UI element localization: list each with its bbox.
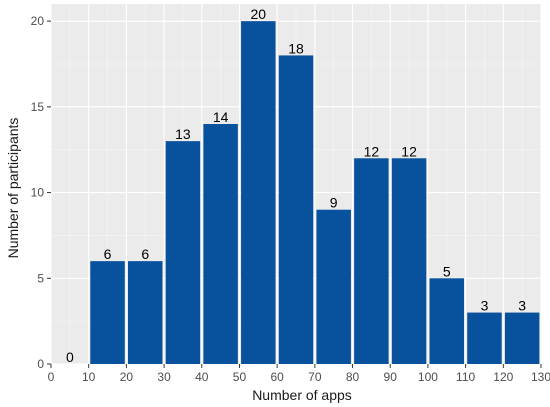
- x-tick-label: 10: [82, 370, 96, 384]
- x-tick-label: 20: [120, 370, 134, 384]
- x-tick-label: 80: [346, 370, 360, 384]
- bar: [241, 21, 276, 365]
- bar: [391, 158, 427, 364]
- bar-value-label: 14: [213, 109, 229, 125]
- bar: [467, 312, 502, 364]
- bar: [504, 312, 540, 364]
- bar-value-label: 12: [401, 143, 417, 159]
- y-tick-label: 5: [37, 271, 44, 285]
- data-labels-group: 0 6 6 13 14 20 18 9 12 12 5 3 3: [66, 6, 526, 365]
- x-tick-label: 130: [531, 370, 550, 384]
- x-tick-label: 70: [308, 370, 322, 384]
- bar-value-label: 20: [251, 6, 267, 22]
- x-tick-label: 60: [270, 370, 284, 384]
- bar-value-label: 3: [518, 298, 526, 314]
- bar: [278, 55, 314, 365]
- x-axis-title: Number of apps: [252, 387, 352, 403]
- x-tick-label: 0: [48, 370, 55, 384]
- x-tick-label: 40: [195, 370, 209, 384]
- bar: [203, 124, 238, 364]
- bar-value-label: 0: [66, 349, 74, 365]
- bar: [354, 158, 389, 364]
- x-tick-label: 30: [157, 370, 171, 384]
- bar-value-label: 5: [443, 263, 451, 279]
- x-tick-label: 110: [456, 370, 475, 384]
- bar-value-label: 3: [481, 298, 489, 314]
- bar-value-label: 9: [330, 195, 338, 211]
- y-axis-title: Number of participants: [5, 118, 21, 259]
- x-axis-ticks: 0 10 20 30 40 50 60 70 80 90 100 110 120 130: [48, 364, 550, 384]
- x-tick-label: 50: [233, 370, 247, 384]
- bar: [127, 261, 163, 364]
- bar: [165, 141, 201, 364]
- y-tick-label: 0: [37, 357, 44, 371]
- x-tick-label: 90: [384, 370, 398, 384]
- y-tick-label: 20: [31, 14, 45, 28]
- bar-value-label: 18: [288, 40, 304, 56]
- bar: [90, 261, 125, 364]
- bar-value-label: 12: [364, 143, 380, 159]
- y-tick-label: 15: [31, 100, 45, 114]
- bar-value-label: 6: [104, 246, 112, 262]
- x-tick-label: 100: [418, 370, 438, 384]
- bars-group: [90, 21, 540, 365]
- y-tick-label: 10: [31, 186, 45, 200]
- bar-value-label: 6: [141, 246, 149, 262]
- bar: [316, 209, 351, 364]
- x-tick-label: 120: [493, 370, 513, 384]
- bar: [429, 278, 465, 364]
- y-axis-ticks: 0 5 10 15 20: [31, 14, 51, 371]
- bar-value-label: 13: [175, 126, 191, 142]
